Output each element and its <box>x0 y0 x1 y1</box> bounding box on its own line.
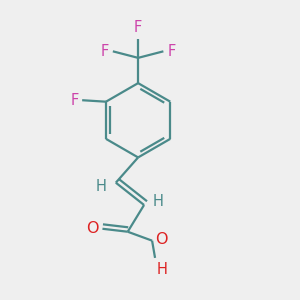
Text: F: F <box>134 20 142 35</box>
Text: F: F <box>70 93 79 108</box>
Text: F: F <box>167 44 176 59</box>
Text: H: H <box>157 262 168 277</box>
Text: O: O <box>155 232 168 247</box>
Text: O: O <box>86 221 98 236</box>
Text: H: H <box>153 194 164 209</box>
Text: F: F <box>101 44 109 59</box>
Text: H: H <box>96 179 107 194</box>
